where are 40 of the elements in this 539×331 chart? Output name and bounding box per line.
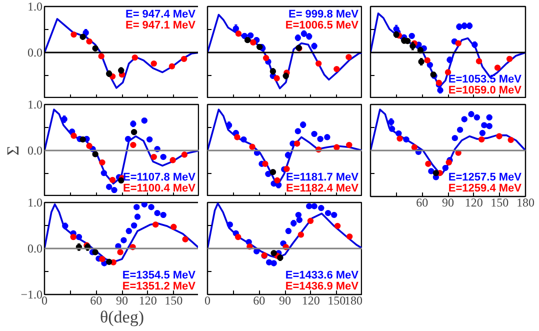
series-label: E=1257.5 MeV xyxy=(448,172,522,184)
x-tick-label: 150 xyxy=(164,294,183,308)
x-tick-label: 120 xyxy=(138,294,157,308)
x-tick-label: 150 xyxy=(328,294,346,308)
x-tick-label: 60 xyxy=(253,294,266,308)
y-tick-label: 1.0 xyxy=(28,98,42,112)
y-tick-label: 0.0 xyxy=(28,242,42,256)
x-tick-label: 90 xyxy=(279,294,291,308)
x-tick-label: 150 xyxy=(490,196,509,210)
series-label: E=1354.5 MeV xyxy=(122,270,196,282)
y-tick-label: 0.0 xyxy=(28,144,42,158)
series-label: E= 999.8 MeV xyxy=(288,8,360,20)
y-tick-label: 1.0 xyxy=(28,0,42,14)
x-tick-label: 120 xyxy=(302,294,320,308)
text: E= 947.1 MeV xyxy=(125,20,196,32)
series-label: E=1053.5 MeV xyxy=(448,74,522,86)
y-tick-label: 1.0 xyxy=(28,196,42,210)
x-tick-label: 180 xyxy=(516,196,534,210)
series-label: E=1006.5 MeV xyxy=(285,20,360,32)
series-label: E=1059.0 MeV xyxy=(448,84,522,96)
x-tick-label: 0 xyxy=(204,294,210,308)
series-label: E=1100.4 MeV xyxy=(123,182,196,194)
x-tick-label: 60 xyxy=(416,196,428,210)
x-tick-label: 90 xyxy=(116,294,128,308)
series-label: E=1351.2 MeV xyxy=(122,280,196,292)
x-axis-title: θ(deg) xyxy=(100,308,144,326)
x-tick-label: 180 xyxy=(344,294,362,308)
series-label: E=1182.4 MeV xyxy=(286,182,360,194)
y-tick-label: −1.0 xyxy=(20,288,43,302)
series-label: E=1433.6 MeV xyxy=(285,270,360,282)
y-axis-title: Σ xyxy=(4,145,22,156)
x-tick-label: 0 xyxy=(42,294,48,308)
text: E=1436.9 MeV xyxy=(285,280,360,292)
series-label: E=1181.7 MeV xyxy=(286,172,360,184)
x-tick-label: 120 xyxy=(464,196,483,210)
x-tick-label: 90 xyxy=(442,196,454,210)
x-tick-label: 60 xyxy=(90,294,102,308)
text: E= 947.4 MeV xyxy=(125,8,196,20)
series-label: E=1259.4 MeV xyxy=(448,182,522,194)
y-tick-label: 0.0 xyxy=(28,46,42,60)
